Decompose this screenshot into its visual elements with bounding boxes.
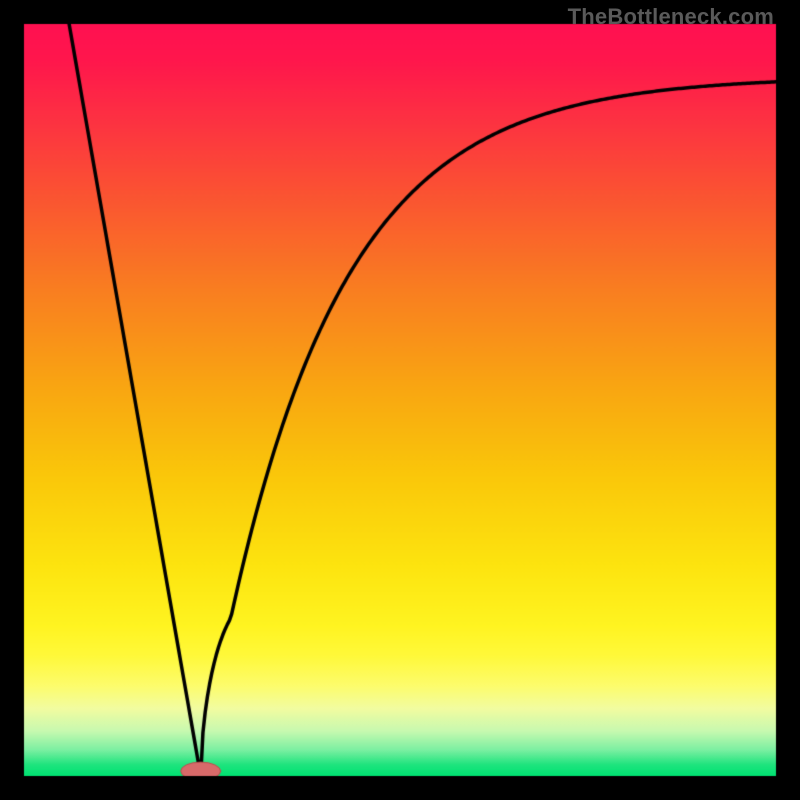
chart-stage: TheBottleneck.com [0,0,800,800]
watermark-text: TheBottleneck.com [568,4,774,30]
bottleneck-curve-canvas [0,0,800,800]
